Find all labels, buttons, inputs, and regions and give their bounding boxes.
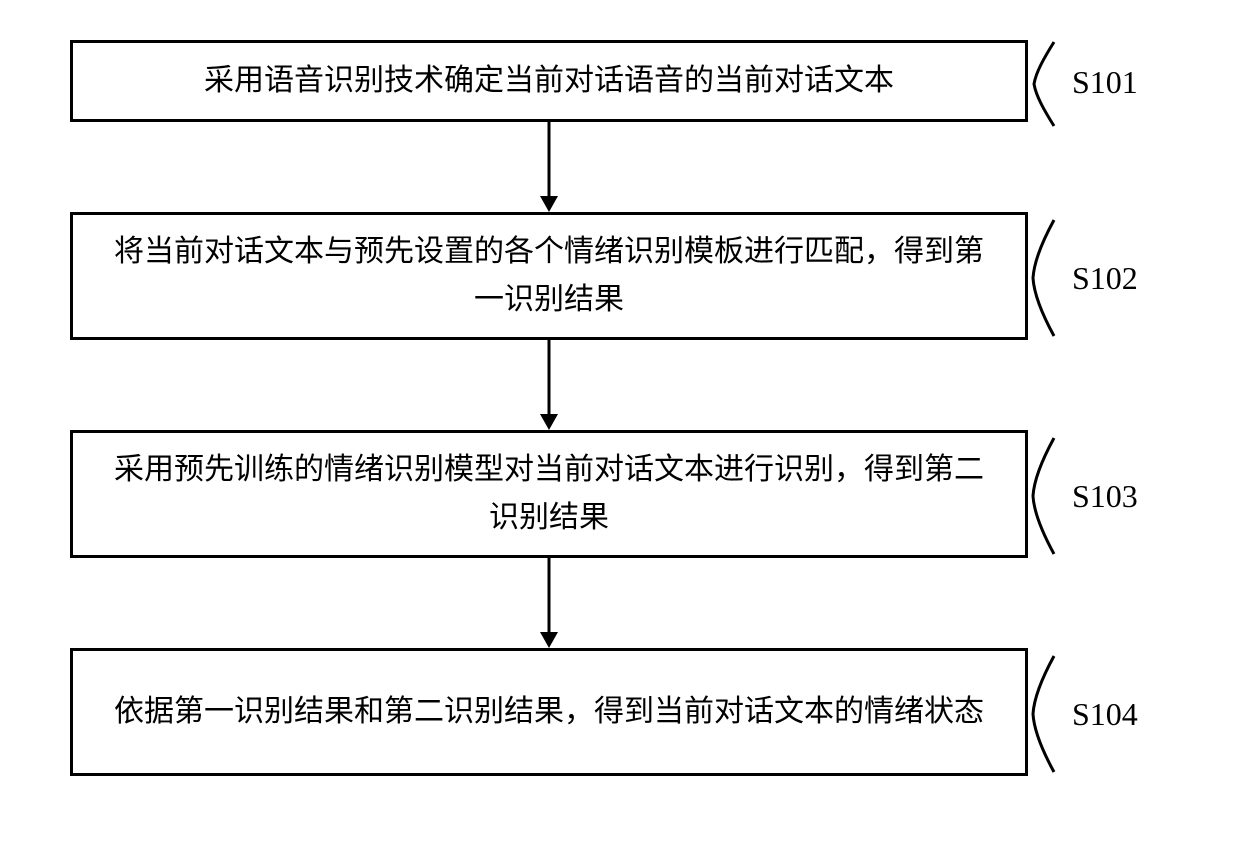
flow-arrow	[70, 340, 1028, 430]
label-connector-icon	[1030, 436, 1062, 556]
flow-step-box: 依据第一识别结果和第二识别结果，得到当前对话文本的情绪状态	[70, 648, 1028, 776]
flow-step-label: S101	[1072, 64, 1138, 101]
flow-step-label: S104	[1072, 696, 1138, 733]
flow-arrow	[70, 558, 1028, 648]
flow-step-box: 采用预先训练的情绪识别模型对当前对话文本进行识别，得到第二识别结果	[70, 430, 1028, 558]
arrow-down-icon	[534, 558, 564, 648]
arrow-down-icon	[534, 122, 564, 212]
label-connector-icon	[1030, 218, 1062, 338]
label-connector-icon	[1030, 654, 1062, 774]
flowchart-container: 采用语音识别技术确定当前对话语音的当前对话文本 将当前对话文本与预先设置的各个情…	[70, 40, 1170, 776]
flow-step-text: 采用预先训练的情绪识别模型对当前对话文本进行识别，得到第二识别结果	[113, 446, 985, 542]
flow-step-text: 采用语音识别技术确定当前对话语音的当前对话文本	[204, 57, 894, 105]
arrow-down-icon	[534, 340, 564, 430]
flow-step-text: 将当前对话文本与预先设置的各个情绪识别模板进行匹配，得到第一识别结果	[113, 228, 985, 324]
flow-step-label: S102	[1072, 260, 1138, 297]
flow-step-text: 依据第一识别结果和第二识别结果，得到当前对话文本的情绪状态	[114, 688, 984, 736]
flow-arrow	[70, 122, 1028, 212]
flow-step-box: 采用语音识别技术确定当前对话语音的当前对话文本	[70, 40, 1028, 122]
flow-step-box: 将当前对话文本与预先设置的各个情绪识别模板进行匹配，得到第一识别结果	[70, 212, 1028, 340]
label-connector-icon	[1030, 40, 1062, 128]
flow-step-label: S103	[1072, 478, 1138, 515]
